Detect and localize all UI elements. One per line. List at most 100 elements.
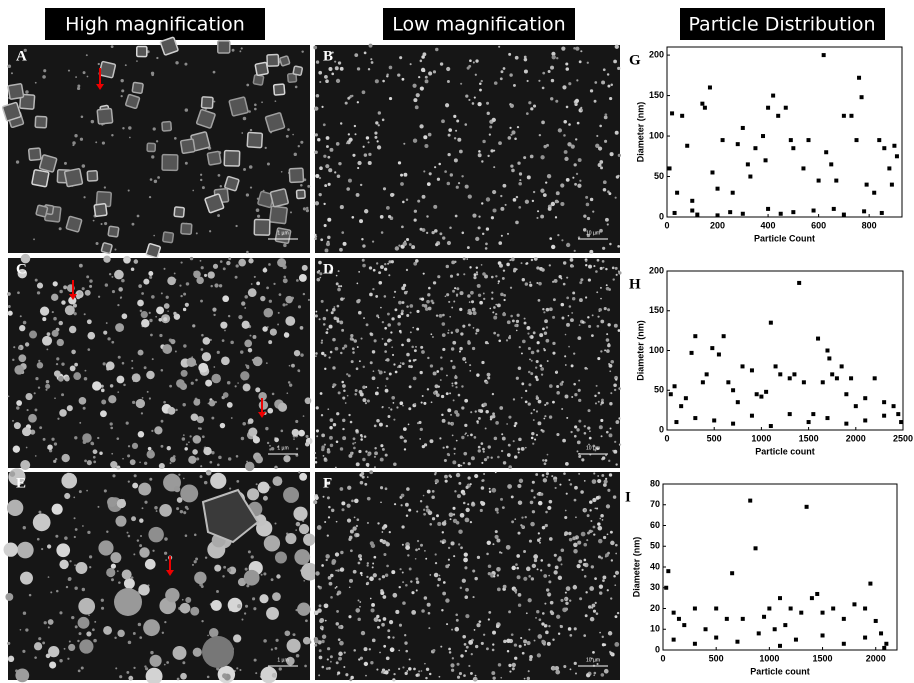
particle bbox=[408, 407, 411, 410]
particle bbox=[383, 553, 386, 556]
point bbox=[714, 636, 718, 640]
particle bbox=[277, 324, 279, 326]
point bbox=[832, 207, 836, 211]
particle bbox=[589, 586, 594, 591]
particle bbox=[564, 150, 568, 154]
particle bbox=[23, 526, 26, 529]
particle bbox=[222, 339, 225, 342]
particle bbox=[347, 504, 351, 508]
particle bbox=[541, 374, 543, 376]
particle bbox=[327, 534, 329, 536]
particle bbox=[486, 553, 489, 556]
particle bbox=[492, 190, 496, 194]
particle bbox=[427, 490, 431, 494]
particle bbox=[181, 223, 192, 234]
particle bbox=[454, 382, 457, 385]
x-axis-label: Particle count bbox=[750, 666, 810, 676]
particle bbox=[326, 309, 328, 311]
particle bbox=[465, 614, 469, 618]
particle bbox=[59, 409, 67, 417]
particle bbox=[530, 412, 532, 414]
particle bbox=[38, 511, 41, 514]
particle bbox=[157, 176, 160, 179]
particle bbox=[428, 627, 430, 629]
particle bbox=[53, 281, 58, 286]
particle bbox=[435, 384, 439, 388]
particle bbox=[420, 544, 423, 547]
particle bbox=[371, 608, 375, 612]
particle bbox=[95, 141, 97, 143]
particle bbox=[59, 321, 63, 325]
particle bbox=[295, 420, 298, 423]
particle bbox=[547, 642, 551, 646]
particle bbox=[322, 634, 326, 638]
particle bbox=[47, 444, 52, 449]
point bbox=[821, 380, 825, 384]
particle bbox=[529, 281, 531, 283]
particle bbox=[478, 153, 482, 157]
particle bbox=[538, 532, 540, 534]
particle bbox=[164, 664, 166, 666]
particle bbox=[456, 120, 459, 123]
particle bbox=[141, 311, 148, 318]
particle bbox=[84, 313, 86, 315]
particle bbox=[461, 406, 464, 409]
particle bbox=[517, 532, 520, 535]
particle bbox=[442, 333, 446, 337]
scale-bar-label: 1 µm bbox=[277, 657, 288, 663]
particle bbox=[463, 462, 465, 464]
particle bbox=[487, 456, 490, 459]
point bbox=[835, 376, 839, 380]
particle bbox=[48, 619, 54, 625]
particle bbox=[317, 138, 320, 141]
particle bbox=[513, 440, 515, 442]
particle bbox=[420, 346, 423, 349]
particle bbox=[497, 567, 500, 570]
particle bbox=[338, 638, 341, 641]
particle bbox=[245, 364, 247, 366]
particle bbox=[291, 364, 295, 368]
particle bbox=[62, 454, 70, 462]
particle bbox=[517, 575, 521, 579]
particle bbox=[491, 457, 493, 459]
particle bbox=[566, 106, 569, 109]
particle bbox=[128, 676, 133, 681]
particle bbox=[588, 325, 591, 328]
particle bbox=[584, 575, 587, 578]
particle bbox=[293, 507, 307, 521]
point bbox=[834, 179, 838, 183]
point bbox=[673, 384, 677, 388]
particle bbox=[491, 488, 496, 493]
particle bbox=[14, 422, 21, 429]
particle bbox=[451, 332, 453, 334]
particle bbox=[572, 536, 576, 540]
point bbox=[682, 623, 686, 627]
particle bbox=[551, 245, 555, 249]
particle bbox=[564, 355, 566, 357]
y-tick-label: 200 bbox=[649, 49, 664, 59]
particle bbox=[452, 434, 454, 436]
particle bbox=[128, 126, 131, 129]
particle bbox=[556, 371, 558, 373]
particle bbox=[282, 303, 285, 306]
particle bbox=[117, 376, 125, 384]
particle bbox=[463, 273, 465, 275]
particle bbox=[568, 315, 570, 317]
particle bbox=[4, 542, 18, 556]
point bbox=[730, 571, 734, 575]
y-tick-label: 50 bbox=[650, 541, 660, 551]
particle bbox=[486, 647, 489, 650]
particle bbox=[61, 300, 65, 304]
particle bbox=[526, 112, 529, 115]
particle bbox=[482, 479, 485, 482]
particle bbox=[239, 669, 241, 671]
particle bbox=[16, 400, 22, 406]
particle bbox=[376, 419, 380, 423]
particle bbox=[209, 230, 211, 232]
particle bbox=[73, 372, 81, 380]
particle bbox=[513, 84, 516, 87]
particle bbox=[546, 326, 548, 328]
particle bbox=[404, 641, 407, 644]
particle bbox=[35, 408, 38, 411]
